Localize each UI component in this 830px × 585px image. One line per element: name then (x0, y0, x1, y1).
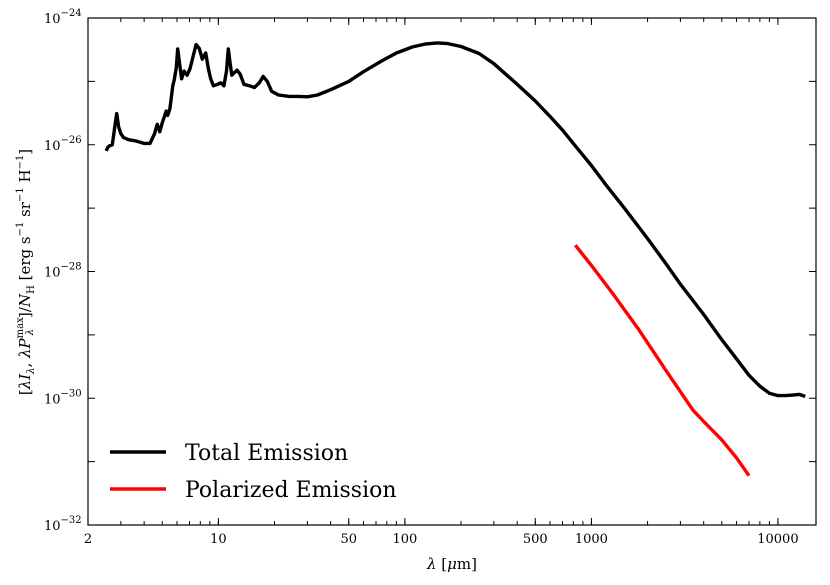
x-tick-label: 10000 (757, 532, 798, 547)
series-line-total-emission (104, 41, 806, 399)
x-tick-label: 100 (392, 532, 417, 547)
y-tick-label: 10−32 (44, 515, 82, 534)
y-axis-label: [λIλ, λPmaxλ]/NH [erg s−1 sr−1 H−1] (15, 149, 37, 395)
series-layer (104, 41, 806, 477)
y-tick-label: 10−30 (44, 388, 82, 407)
axis-ticks (87, 17, 816, 526)
x-tick-label: 500 (523, 532, 548, 547)
legend: Total Emission Polarized Emission (110, 441, 397, 503)
legend-label-total-emission: Total Emission (185, 441, 348, 466)
x-tick-label: 50 (340, 532, 357, 547)
y-tick-label: 10−24 (44, 8, 82, 27)
x-tick-label: 10 (210, 532, 227, 547)
y-axis-tick-labels: 10−32 10−30 10−28 10−26 10−24 (44, 8, 82, 534)
x-axis-label: λ [μm] (426, 555, 477, 573)
y-tick-label: 10−28 (44, 262, 82, 281)
legend-label-polarized-emission: Polarized Emission (185, 478, 397, 503)
series-line-polarized-emission (573, 244, 751, 477)
x-axis-tick-labels: 2 10 50 100 500 1000 10000 (84, 532, 799, 547)
x-tick-label: 1000 (575, 532, 608, 547)
x-tick-label: 2 (84, 532, 92, 547)
y-tick-label: 10−26 (44, 135, 82, 154)
